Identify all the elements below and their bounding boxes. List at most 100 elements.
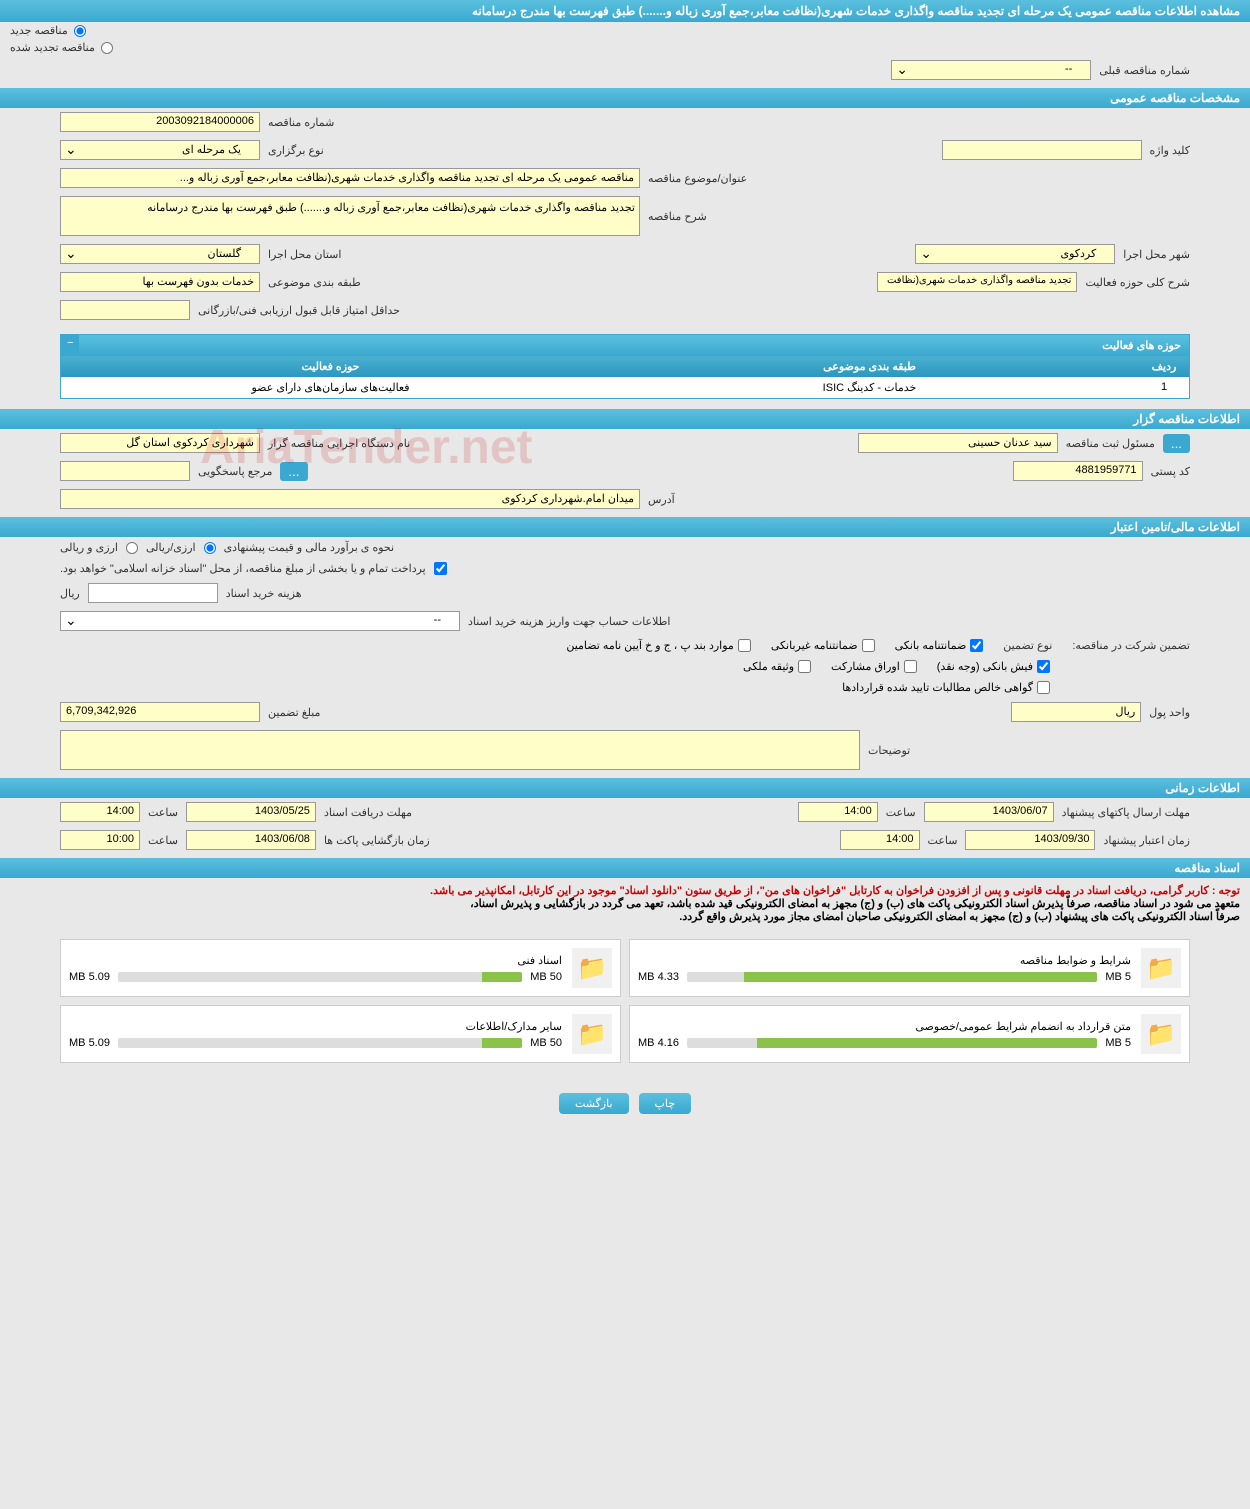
- treasury-text: پرداخت تمام و یا بخشی از مبلغ مناقصه، از…: [60, 562, 426, 575]
- gt-cert: گواهی خالص مطالبات تایید شده قراردادها: [842, 681, 1033, 694]
- progress-bar: [687, 972, 1097, 982]
- submit-time: 14:00: [798, 802, 878, 822]
- city-dropdown[interactable]: کردکوی: [915, 244, 1115, 264]
- progress-bar: [118, 1038, 522, 1048]
- desc-textarea[interactable]: تجدید مناقصه واگذاری خدمات شهری(نظافت مع…: [60, 196, 640, 236]
- gt-regulation: موارد بند پ ، ج و خ آیین نامه تضامین: [566, 639, 733, 652]
- table-row: 1 خدمات - کدینگ ISIC فعالیت‌های سازمان‌ه…: [61, 377, 1189, 398]
- notice-red: توجه : کاربر گرامی، دریافت اسناد در مهلت…: [10, 884, 1240, 897]
- doc-cost-field[interactable]: [88, 583, 218, 603]
- keyword-field[interactable]: [942, 140, 1142, 160]
- cell-row: 1: [1139, 381, 1189, 394]
- prev-tender-label: شماره مناقصه قبلی: [1099, 64, 1190, 77]
- gt-securities: اوراق مشارکت: [831, 660, 900, 673]
- notice-2: صرفاً اسناد الکترونیکی پاکت های پیشنهاد …: [10, 910, 1240, 923]
- notes-label: توضیحات: [868, 744, 910, 757]
- doc-item[interactable]: 📁 سایر مدارک/اطلاعات 50 MB 5.09 MB: [60, 1005, 621, 1063]
- org-name-field: شهرداری کردکوی استان گل: [60, 433, 260, 453]
- gt-bank-check[interactable]: [970, 639, 983, 652]
- back-button[interactable]: بازگشت: [559, 1093, 629, 1114]
- radio-new-label: مناقصه جدید: [10, 24, 68, 37]
- address-label: آدرس: [648, 493, 675, 506]
- activity-desc-label: شرح کلی حوزه فعالیت: [1085, 276, 1190, 289]
- keyword-label: کلید واژه: [1150, 144, 1190, 157]
- gt-bank: ضمانتنامه بانکی: [895, 639, 967, 652]
- doc-item[interactable]: 📁 متن قرارداد به انضمام شرایط عمومی/خصوص…: [629, 1005, 1190, 1063]
- estimate-label: نحوه ی برآورد مالی و قیمت پیشنهادی: [224, 541, 395, 554]
- page-title: مشاهده اطلاعات مناقصه عمومی یک مرحله ای …: [0, 0, 1250, 22]
- estimate-radio2[interactable]: [126, 542, 138, 554]
- doc-size: 4.33 MB: [638, 971, 679, 983]
- postal-field: 4881959771: [1013, 461, 1143, 481]
- section-time: اطلاعات زمانی: [0, 778, 1250, 798]
- radio-renewed-tender[interactable]: [101, 42, 113, 54]
- registrar-field: سید عدنان حسینی: [858, 433, 1058, 453]
- org-name-label: نام دستگاه اجرایی مناقصه گزار: [268, 437, 410, 450]
- guarantee-type-label: نوع تضمین: [1003, 639, 1052, 652]
- doc-cost-unit: ریال: [60, 587, 80, 600]
- submit-deadline-label: مهلت ارسال پاکتهای پیشنهاد: [1062, 806, 1190, 819]
- activity-desc-field[interactable]: تجدید مناقصه واگذاری خدمات شهری(نظافت: [877, 272, 1077, 292]
- gt-securities-check[interactable]: [904, 660, 917, 673]
- contact-more-button[interactable]: ...: [280, 462, 307, 481]
- minimize-icon[interactable]: −: [61, 335, 79, 356]
- doc-item[interactable]: 📁 اسناد فنی 50 MB 5.09 MB: [60, 939, 621, 997]
- notice-1: متعهد می شود در اسناد مناقصه، صرفاً پذیر…: [10, 897, 1240, 910]
- print-button[interactable]: چاپ: [639, 1093, 692, 1114]
- folder-icon: 📁: [1141, 948, 1181, 988]
- hold-type-dropdown[interactable]: یک مرحله ای: [60, 140, 260, 160]
- receive-date: 1403/05/25: [186, 802, 316, 822]
- radio-renewed-label: مناقصه تجدید شده: [10, 41, 95, 54]
- validity-label: زمان اعتبار پیشنهاد: [1103, 834, 1190, 847]
- province-label: استان محل اجرا: [268, 248, 341, 261]
- open-label: زمان بازگشایی پاکت ها: [324, 834, 430, 847]
- tender-number-field: 2003092184000006: [60, 112, 260, 132]
- estimate-radio1[interactable]: [204, 542, 216, 554]
- doc-max: 50 MB: [530, 971, 562, 983]
- prev-tender-dropdown[interactable]: --: [891, 60, 1091, 80]
- gt-cash: فیش بانکی (وجه نقد): [937, 660, 1033, 673]
- doc-item[interactable]: 📁 شرایط و ضوابط مناقصه 5 MB 4.33 MB: [629, 939, 1190, 997]
- gt-cert-check[interactable]: [1037, 681, 1050, 694]
- deposit-account-label: اطلاعات حساب جهت واریز هزینه خرید اسناد: [468, 615, 670, 628]
- submit-date: 1403/06/07: [924, 802, 1054, 822]
- folder-icon: 📁: [572, 948, 612, 988]
- radio-new-tender[interactable]: [74, 25, 86, 37]
- deposit-account-dropdown[interactable]: --: [60, 611, 460, 631]
- progress-bar: [687, 1038, 1097, 1048]
- validity-time: 14:00: [840, 830, 920, 850]
- guarantee-amount-label: مبلغ تضمین: [268, 706, 320, 719]
- subject-class-field[interactable]: خدمات بدون فهرست بها: [60, 272, 260, 292]
- estimate-opt1: ارزی/ریالی: [146, 541, 196, 554]
- province-dropdown[interactable]: گلستان: [60, 244, 260, 264]
- subject-field[interactable]: مناقصه عمومی یک مرحله ای تجدید مناقصه وا…: [60, 168, 640, 188]
- open-time-label: ساعت: [148, 834, 178, 847]
- open-time: 10:00: [60, 830, 140, 850]
- gt-property-check[interactable]: [798, 660, 811, 673]
- doc-size: 4.16 MB: [638, 1037, 679, 1049]
- gt-nonbank-check[interactable]: [862, 639, 875, 652]
- section-docs: اسناد مناقصه: [0, 858, 1250, 878]
- notes-textarea[interactable]: [60, 730, 860, 770]
- gt-cash-check[interactable]: [1037, 660, 1050, 673]
- gt-regulation-check[interactable]: [738, 639, 751, 652]
- gt-nonbank: ضمانتنامه غیربانکی: [771, 639, 858, 652]
- treasury-checkbox[interactable]: [434, 562, 447, 575]
- gt-property: وثیقه ملکی: [743, 660, 794, 673]
- contact-field[interactable]: [60, 461, 190, 481]
- doc-title: شرایط و ضوابط مناقصه: [638, 954, 1131, 967]
- hold-type-label: نوع برگزاری: [268, 144, 324, 157]
- section-financial: اطلاعات مالی/تامین اعتبار: [0, 517, 1250, 537]
- desc-label: شرح مناقصه: [648, 210, 707, 223]
- city-label: شهر محل اجرا: [1123, 248, 1190, 261]
- currency-field: ریال: [1011, 702, 1141, 722]
- col-area: حوزه فعالیت: [61, 360, 600, 373]
- guarantee-amount-field: 6,709,342,926: [60, 702, 260, 722]
- more-button[interactable]: ...: [1163, 434, 1190, 453]
- address-field: میدان امام.شهرداری کردکوی: [60, 489, 640, 509]
- contact-label: مرجع پاسخگویی: [198, 465, 272, 478]
- min-score-field[interactable]: [60, 300, 190, 320]
- currency-label: واحد پول: [1149, 706, 1190, 719]
- activity-table: حوزه های فعالیت − ردیف طبقه بندی موضوعی …: [60, 334, 1190, 399]
- tender-number-label: شماره مناقصه: [268, 116, 334, 129]
